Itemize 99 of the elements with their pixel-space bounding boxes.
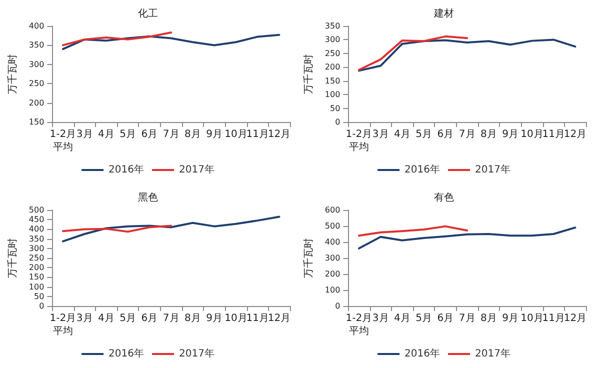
legend-label: 2017年 <box>475 164 510 176</box>
x-tick-label: 1-2月平均 <box>50 313 76 337</box>
x-tick-label: 3月 <box>76 129 93 140</box>
chart-title: 化工 <box>138 8 158 20</box>
x-tick-label: 12月 <box>268 313 291 324</box>
y-tick-label: 250 <box>28 254 44 262</box>
x-tick-label: 6月 <box>437 129 454 140</box>
y-tick-label: 500 <box>324 222 340 230</box>
x-tick-label: 4月 <box>394 313 410 324</box>
y-tick-label: 600 <box>324 206 340 214</box>
y-tick-label: 100 <box>28 282 44 292</box>
legend-label: 2016年 <box>404 164 440 176</box>
x-tick-label: 4月 <box>394 129 410 140</box>
x-tick-label: 1-2月平均 <box>346 129 372 153</box>
x-tick-label: 5月 <box>416 313 432 324</box>
line-series <box>62 34 280 50</box>
x-tick-label: 11月 <box>246 313 269 324</box>
y-tick-label: 200 <box>324 270 340 278</box>
y-tick-label: 300 <box>324 35 340 44</box>
y-tick-label: 200 <box>28 263 44 272</box>
chart-title: 建材 <box>433 8 454 20</box>
legend-label: 2016年 <box>108 348 144 360</box>
x-tick-label: 1-2月平均 <box>346 313 372 337</box>
x-tick-label: 6月 <box>437 313 454 324</box>
x-tick-label: 9月 <box>502 313 519 324</box>
x-tick-label: 3月 <box>372 129 389 140</box>
y-axis-title: 万千瓦时 <box>6 54 18 94</box>
y-tick-label: 350 <box>28 234 44 244</box>
x-tick-label: 1-2月平均 <box>50 129 76 153</box>
x-tick-label: 9月 <box>206 313 223 324</box>
x-tick-label: 4月 <box>98 129 114 140</box>
x-tick-label: 5月 <box>120 129 136 140</box>
legend-label: 2017年 <box>179 164 214 176</box>
legend-label: 2017年 <box>179 348 214 360</box>
y-tick-label: 200 <box>324 62 340 72</box>
x-tick-label: 7月 <box>458 313 476 324</box>
x-tick-label: 7月 <box>162 313 180 324</box>
y-tick-label: 400 <box>324 238 340 246</box>
line-series <box>62 32 172 46</box>
x-tick-label: 4月 <box>98 313 114 324</box>
x-tick-label: 5月 <box>120 313 136 324</box>
y-tick-label: 250 <box>324 48 340 58</box>
x-tick-label: 12月 <box>268 129 291 140</box>
chart-title: 黑色 <box>138 192 158 204</box>
line-series <box>358 35 468 71</box>
y-tick-label: 300 <box>324 254 340 262</box>
x-tick-label: 6月 <box>141 129 158 140</box>
y-tick-label: 250 <box>28 79 44 88</box>
y-tick-label: 150 <box>324 76 340 86</box>
y-tick-label: 0 <box>335 302 340 310</box>
y-tick-label: 450 <box>28 215 44 224</box>
y-tick-label: 350 <box>28 40 44 50</box>
x-tick-label: 10月 <box>224 129 248 140</box>
x-tick-label: 12月 <box>564 313 587 324</box>
y-tick-label: 150 <box>28 118 44 126</box>
y-tick-label: 500 <box>28 206 44 214</box>
y-axis-title: 万千瓦时 <box>6 238 18 278</box>
x-tick-label: 8月 <box>184 313 201 324</box>
x-tick-label: 11月 <box>542 313 565 324</box>
y-tick-label: 400 <box>28 224 44 234</box>
legend-label: 2016年 <box>404 348 440 360</box>
legend-label: 2016年 <box>108 164 144 176</box>
y-tick-label: 400 <box>28 22 44 30</box>
y-tick-label: 100 <box>324 90 340 100</box>
x-tick-label: 9月 <box>206 129 223 140</box>
x-tick-label: 3月 <box>76 313 93 324</box>
line-series <box>358 225 468 237</box>
y-tick-label: 150 <box>28 272 44 282</box>
x-tick-label: 7月 <box>162 129 180 140</box>
legend-label: 2017年 <box>475 348 510 360</box>
y-tick-label: 0 <box>39 302 44 310</box>
line-series <box>62 216 280 242</box>
x-tick-label: 5月 <box>416 129 432 140</box>
y-axis-title: 万千瓦时 <box>302 54 314 94</box>
y-tick-label: 300 <box>28 60 44 69</box>
x-tick-label: 6月 <box>141 313 158 324</box>
chart-title: 有色 <box>434 192 454 204</box>
y-tick-label: 0 <box>335 118 340 126</box>
line-series <box>358 226 576 250</box>
x-tick-label: 8月 <box>480 129 497 140</box>
line-series <box>358 38 576 72</box>
y-tick-label: 200 <box>28 98 44 108</box>
x-tick-label: 7月 <box>458 129 476 140</box>
y-tick-label: 350 <box>324 22 340 30</box>
y-tick-label: 300 <box>28 244 44 253</box>
y-axis-title: 万千瓦时 <box>302 238 314 278</box>
x-tick-label: 10月 <box>224 313 248 324</box>
x-tick-label: 12月 <box>564 129 587 140</box>
y-tick-label: 50 <box>330 104 340 113</box>
x-tick-label: 8月 <box>184 129 201 140</box>
x-tick-label: 11月 <box>542 129 565 140</box>
y-tick-label: 50 <box>34 292 44 301</box>
x-tick-label: 8月 <box>480 313 497 324</box>
x-tick-label: 10月 <box>520 129 544 140</box>
x-tick-label: 9月 <box>502 129 519 140</box>
x-tick-label: 3月 <box>372 313 389 324</box>
y-tick-label: 100 <box>324 286 340 294</box>
x-tick-label: 11月 <box>246 129 269 140</box>
x-tick-label: 10月 <box>520 313 544 324</box>
